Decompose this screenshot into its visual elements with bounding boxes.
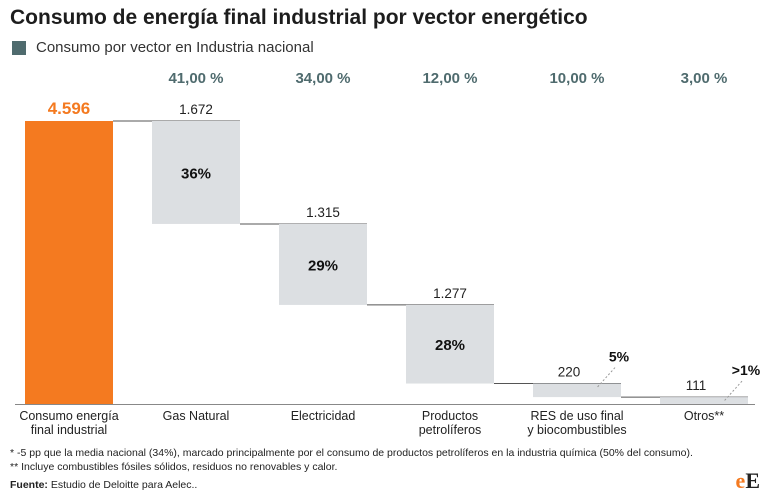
total-category-label-line-1: Consumo energía xyxy=(19,409,118,423)
category-1-national-label: 41,00 % xyxy=(168,70,223,87)
category-1-share-label: 36% xyxy=(181,165,211,182)
source-text: Estudio de Deloitte para Aelec.. xyxy=(47,479,198,491)
category-4-national-label: 10,00 % xyxy=(549,70,604,87)
legend-label: Consumo por vector en Industria nacional xyxy=(36,39,314,56)
source-line: Fuente: Estudio de Deloitte para Aelec.. xyxy=(10,479,197,491)
category-3-national-label: 12,00 % xyxy=(422,70,477,87)
category-5-bar xyxy=(660,397,748,404)
chart-title: Consumo de energía final industrial por … xyxy=(10,6,588,29)
category-3-category-label-line-1: Productos xyxy=(422,409,478,423)
category-4-value-label: 220 xyxy=(558,365,581,380)
category-3-value-label: 1.277 xyxy=(433,286,467,301)
category-5-share-pointer xyxy=(723,380,743,402)
logo-second-letter: E xyxy=(745,468,760,493)
category-1-category-label-line-1: Gas Natural xyxy=(163,409,230,423)
category-5-category-label-line-1: Otros** xyxy=(684,409,724,423)
total-bar xyxy=(25,121,113,404)
category-2-national-label: 34,00 % xyxy=(295,70,350,87)
category-4-share-pointer xyxy=(596,367,616,388)
category-2-share-label: 29% xyxy=(308,257,338,274)
category-4-share-label: 5% xyxy=(609,349,630,365)
category-3-category-label-line-2: petrolíferos xyxy=(419,423,482,437)
category-4-category-label-line-1: RES de uso final xyxy=(530,409,623,423)
total-value-label: 4.596 xyxy=(48,99,91,118)
footnote-2: ** Incluye combustibles fósiles sólidos,… xyxy=(10,460,338,473)
footnotes: * -5 pp que la media nacional (34%), mar… xyxy=(10,447,693,474)
category-4-category-label-line-2: y biocombustibles xyxy=(527,423,626,437)
category-5-national-label: 3,00 % xyxy=(681,70,728,87)
category-1-value-label: 1.672 xyxy=(179,102,213,117)
category-2-category-label-line-1: Electricidad xyxy=(291,409,356,423)
source-label: Fuente: xyxy=(10,479,48,491)
category-5-share-label: >1% xyxy=(732,362,761,378)
legend: Consumo por vector en Industria nacional xyxy=(12,39,314,56)
footnote-1: * -5 pp que la media nacional (34%), mar… xyxy=(10,447,693,459)
category-4-bar xyxy=(533,383,621,398)
category-2-value-label: 1.315 xyxy=(306,205,340,220)
category-3-bar xyxy=(406,304,494,384)
total-category-label-line-2: final industrial xyxy=(31,423,107,437)
category-1-bar xyxy=(152,121,240,224)
category-2-bar xyxy=(279,223,367,305)
category-5-value-label: 111 xyxy=(686,378,707,393)
category-3-share-label: 28% xyxy=(435,337,465,354)
legend-swatch xyxy=(12,40,26,55)
brand-logo: eE xyxy=(736,468,760,494)
logo-first-letter: e xyxy=(735,468,746,493)
